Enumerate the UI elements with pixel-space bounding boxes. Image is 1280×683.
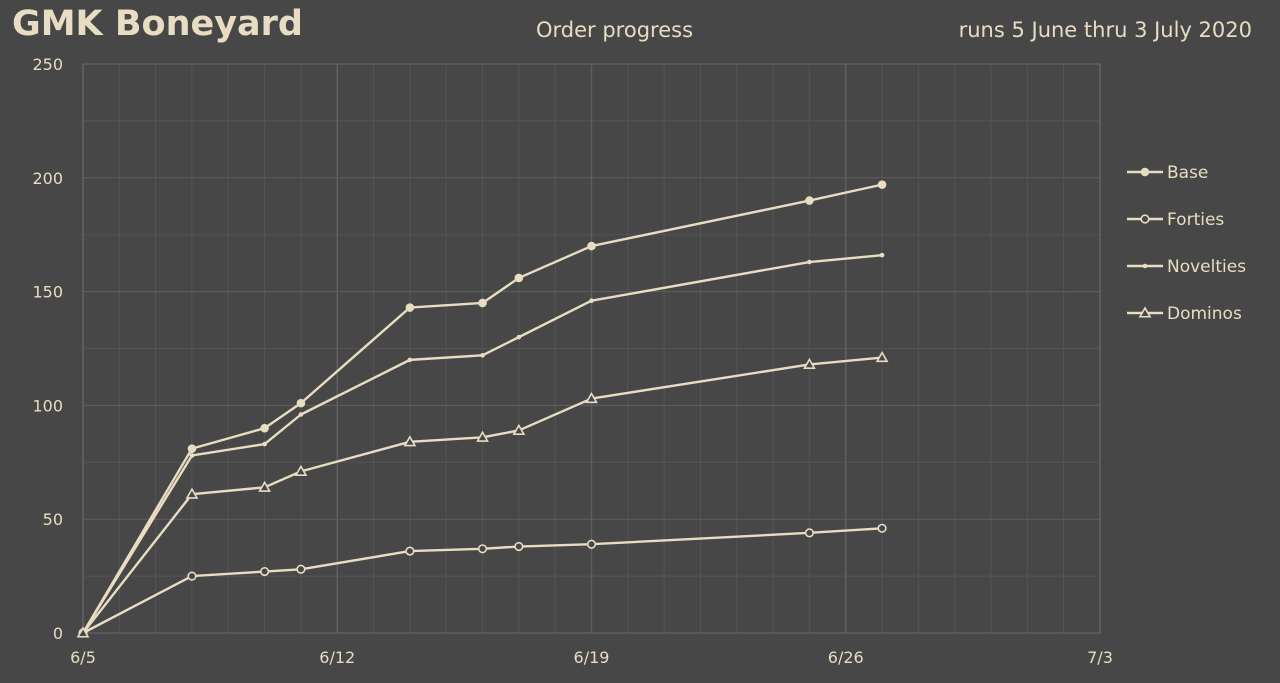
- y-tick-label: 50: [43, 510, 63, 529]
- data-point-forties: [477, 544, 488, 554]
- x-tick-label: 7/3: [1087, 648, 1113, 667]
- data-point-base: [805, 196, 814, 205]
- legend-marker-forties: [1140, 214, 1150, 224]
- legend-marker-base: [1140, 167, 1150, 177]
- data-point-base: [514, 273, 524, 283]
- data-point-novelties: [407, 357, 413, 363]
- y-tick-label: 250: [32, 55, 63, 74]
- data-point-forties: [405, 546, 415, 556]
- data-point-dominos: [403, 435, 417, 447]
- data-point-forties: [514, 541, 524, 552]
- data-point-dominos: [258, 480, 271, 492]
- data-point-forties: [586, 539, 597, 549]
- legend-label-base: Base: [1167, 163, 1208, 183]
- data-point-dominos: [294, 464, 308, 476]
- data-point-novelties: [262, 441, 267, 447]
- data-point-dominos: [76, 626, 90, 638]
- y-tick-label: 0: [53, 624, 63, 643]
- data-point-forties: [296, 564, 306, 574]
- series-line-base: [81, 183, 883, 634]
- plot-frame: [82, 63, 1101, 634]
- chart-title: GMK Boneyard: [12, 4, 303, 44]
- data-point-base: [296, 398, 306, 408]
- legend-label-forties: Forties: [1167, 210, 1224, 230]
- run-dates: runs 5 June thru 3 July 2020: [958, 18, 1252, 42]
- data-point-forties: [187, 571, 197, 581]
- data-point-novelties: [879, 252, 885, 258]
- legend-label-dominos: Dominos: [1167, 304, 1242, 324]
- x-tick-label: 6/12: [319, 648, 355, 667]
- legend-marker-novelties: [1142, 263, 1148, 269]
- data-point-dominos: [185, 487, 199, 499]
- data-point-novelties: [480, 353, 485, 358]
- series-line-forties: [82, 527, 883, 635]
- data-point-base: [187, 444, 197, 453]
- chart-subtitle: Order progress: [536, 18, 694, 42]
- x-tick-label: 6/19: [574, 648, 610, 667]
- data-point-forties: [260, 566, 270, 577]
- legend-label-novelties: Novelties: [1167, 257, 1246, 277]
- x-tick-label: 6/5: [70, 648, 96, 667]
- data-point-base: [587, 241, 596, 251]
- data-point-dominos: [512, 423, 526, 435]
- data-point-base: [478, 298, 487, 308]
- data-point-novelties: [298, 412, 304, 417]
- data-point-base: [877, 180, 887, 189]
- data-point-novelties: [807, 259, 812, 265]
- data-point-novelties: [516, 334, 522, 340]
- data-point-dominos: [803, 357, 816, 369]
- data-point-forties: [804, 528, 815, 538]
- data-point-novelties: [189, 453, 195, 458]
- series-line-novelties: [81, 253, 883, 634]
- legend-marker-dominos: [1138, 306, 1152, 318]
- data-point-dominos: [476, 430, 489, 442]
- data-point-base: [405, 303, 415, 312]
- data-point-novelties: [589, 298, 594, 304]
- data-point-dominos: [585, 391, 598, 404]
- y-tick-label: 200: [32, 169, 63, 188]
- data-point-dominos: [875, 350, 889, 363]
- y-tick-label: 100: [32, 396, 63, 415]
- data-point-forties: [877, 523, 887, 533]
- data-point-base: [260, 423, 269, 433]
- x-tick-label: 6/26: [828, 648, 864, 667]
- series-line-dominos: [82, 356, 883, 634]
- y-tick-label: 150: [32, 283, 63, 302]
